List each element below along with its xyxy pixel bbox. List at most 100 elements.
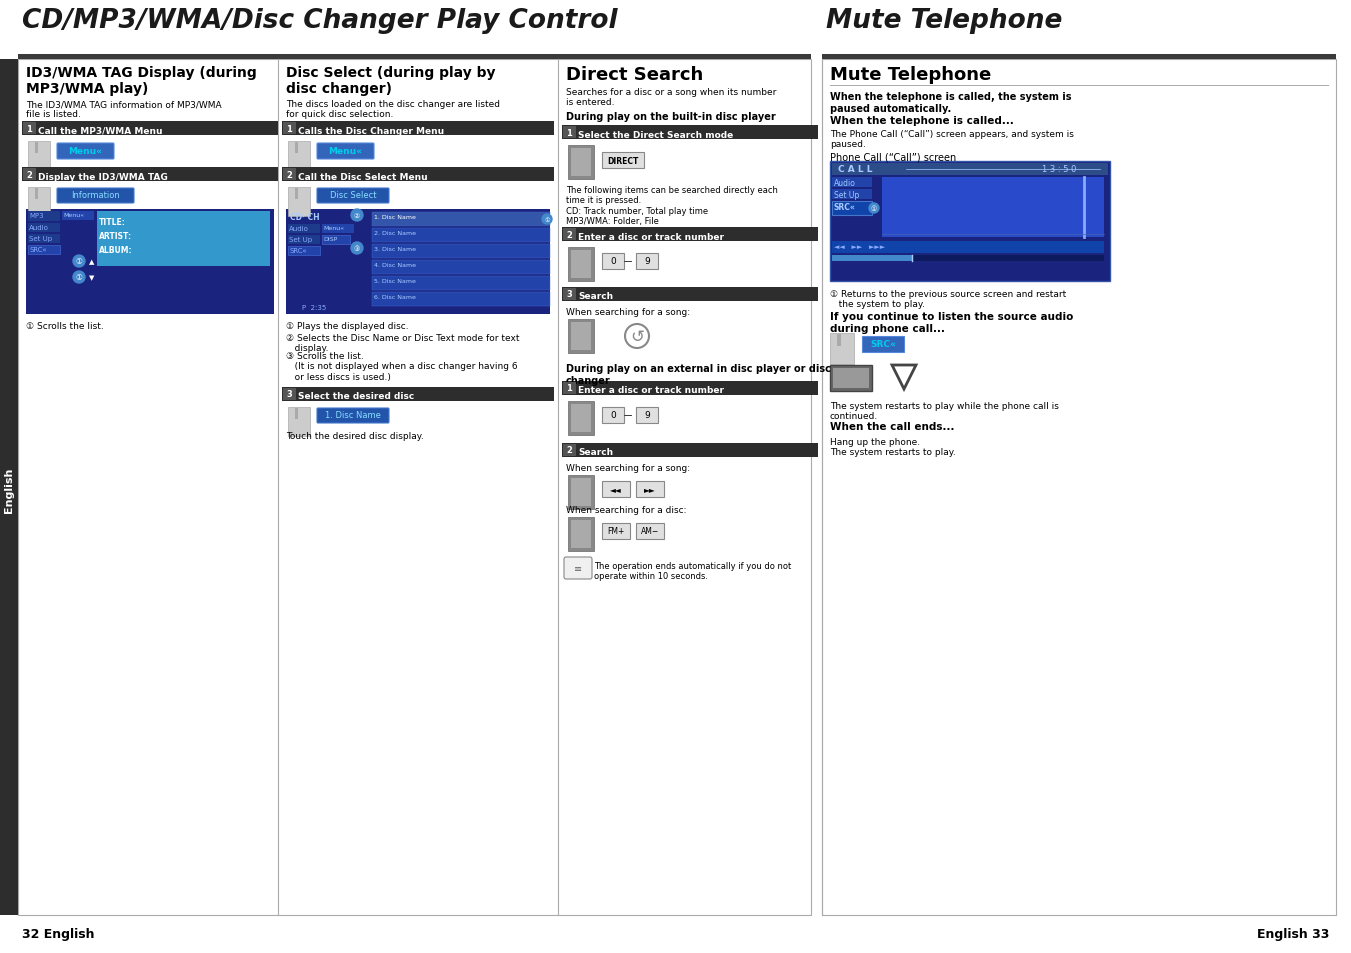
Circle shape [73,272,85,284]
Text: Disc Select (during play by
disc changer): Disc Select (during play by disc changer… [286,66,496,96]
Bar [372,213,550,227]
Text: DIRECT: DIRECT [608,156,639,165]
FancyBboxPatch shape [317,144,374,160]
Bar [862,336,904,353]
Text: 0: 0 [611,257,616,266]
Bar [62,212,95,221]
Text: Searches for a disc or a song when its number
is entered.: Searches for a disc or a song when its n… [566,88,777,108]
Bar [636,408,658,423]
Bar [0,0,1351,55]
Text: ③ Scrolls the list.
   (It is not displayed when a disc changer having 6
   or l: ③ Scrolls the list. (It is not displayed… [286,352,517,381]
Circle shape [73,255,85,268]
Bar [58,145,113,159]
Text: Set Up: Set Up [834,191,859,200]
Bar [838,335,840,347]
Bar [882,178,1104,237]
Bar [563,229,576,241]
Text: 2: 2 [26,171,32,179]
Bar [322,225,354,233]
Text: The following items can be searched directly each
time it is pressed.
CD: Track : The following items can be searched dire… [566,186,778,226]
Bar [567,146,594,180]
Text: Select the Direct Search mode: Select the Direct Search mode [578,131,734,139]
Text: Audio: Audio [834,179,857,188]
Text: ↺: ↺ [630,328,644,346]
Text: When searching for a song:: When searching for a song: [566,308,690,316]
Text: 1: 1 [26,125,32,133]
Bar [322,235,350,245]
Bar [821,60,1336,915]
Text: Calls the Disc Changer Menu: Calls the Disc Changer Menu [299,127,444,135]
Bar [563,127,576,139]
Text: ① Plays the displayed disc.: ① Plays the displayed disc. [286,322,408,331]
Bar [295,409,299,419]
Text: 1. Disc Name: 1. Disc Name [374,214,416,220]
Bar [567,476,594,510]
Bar [28,188,50,216]
Text: When the telephone is called...: When the telephone is called... [830,116,1013,126]
Text: Enter a disc or track number: Enter a disc or track number [578,233,724,241]
Bar [18,60,811,915]
Circle shape [351,243,363,254]
Text: ② Selects the Disc Name or Disc Text mode for text
   display.: ② Selects the Disc Name or Disc Text mod… [286,334,520,353]
Text: CD· CH: CD· CH [290,213,320,222]
Text: Set Up: Set Up [289,236,312,243]
Text: 9: 9 [644,411,650,420]
Text: ►►: ►► [644,485,655,494]
Bar [28,246,59,254]
Text: The operation ends automatically if you do not
operate within 10 seconds.: The operation ends automatically if you … [594,561,792,580]
Bar [35,143,38,154]
Bar [832,164,1108,175]
Bar [372,245,550,258]
Bar [562,228,817,242]
Text: 32 English: 32 English [22,927,95,940]
Bar [295,189,299,200]
Bar [567,517,594,552]
Text: English: English [4,467,14,512]
FancyBboxPatch shape [317,409,389,423]
Text: 4. Disc Name: 4. Disc Name [374,263,416,268]
Bar [18,55,811,60]
Text: SRC«: SRC« [870,340,896,349]
Text: Search: Search [578,448,613,457]
Text: Search: Search [578,293,613,301]
Text: ①: ① [76,274,82,282]
Text: 0: 0 [611,411,616,420]
Text: 1: 1 [286,125,292,133]
Text: FM+: FM+ [608,527,624,536]
Text: Menu«: Menu« [323,226,345,231]
Bar [282,388,554,401]
Text: 5. Disc Name: 5. Disc Name [374,278,416,284]
Text: The Phone Call (“Call”) screen appears, and system is
paused.: The Phone Call (“Call”) screen appears, … [830,130,1074,150]
Bar [830,366,871,392]
Bar [28,224,59,233]
Bar [286,210,550,314]
Bar [288,142,309,171]
Bar [571,251,590,278]
Text: —: — [624,257,632,266]
Text: 1: 1 [566,384,571,393]
Bar [372,261,550,274]
Bar [28,142,50,171]
Text: 9: 9 [644,257,650,266]
Bar [282,169,296,181]
Bar [567,319,594,354]
Text: 6. Disc Name: 6. Disc Name [374,294,416,299]
Text: Disc Select: Disc Select [330,192,376,200]
Bar [830,162,1111,282]
Bar [562,288,817,302]
Bar [567,401,594,436]
Text: C A L L: C A L L [838,165,873,173]
Text: When the telephone is called, the system is
paused automatically.: When the telephone is called, the system… [830,91,1071,113]
Text: ②: ② [354,213,361,219]
Text: ID3/WMA TAG Display (during
MP3/WMA play): ID3/WMA TAG Display (during MP3/WMA play… [26,66,257,96]
Bar [562,381,817,395]
Text: English 33: English 33 [1256,927,1329,940]
Bar [636,523,663,539]
Bar [821,55,1336,60]
Text: ① Scrolls the list.: ① Scrolls the list. [26,322,104,331]
Text: SRC«: SRC« [289,248,307,253]
Text: The ID3/WMA TAG information of MP3/WMA
file is listed.: The ID3/WMA TAG information of MP3/WMA f… [26,100,222,119]
Bar [288,235,320,245]
Bar [832,242,1104,253]
FancyBboxPatch shape [57,189,134,204]
